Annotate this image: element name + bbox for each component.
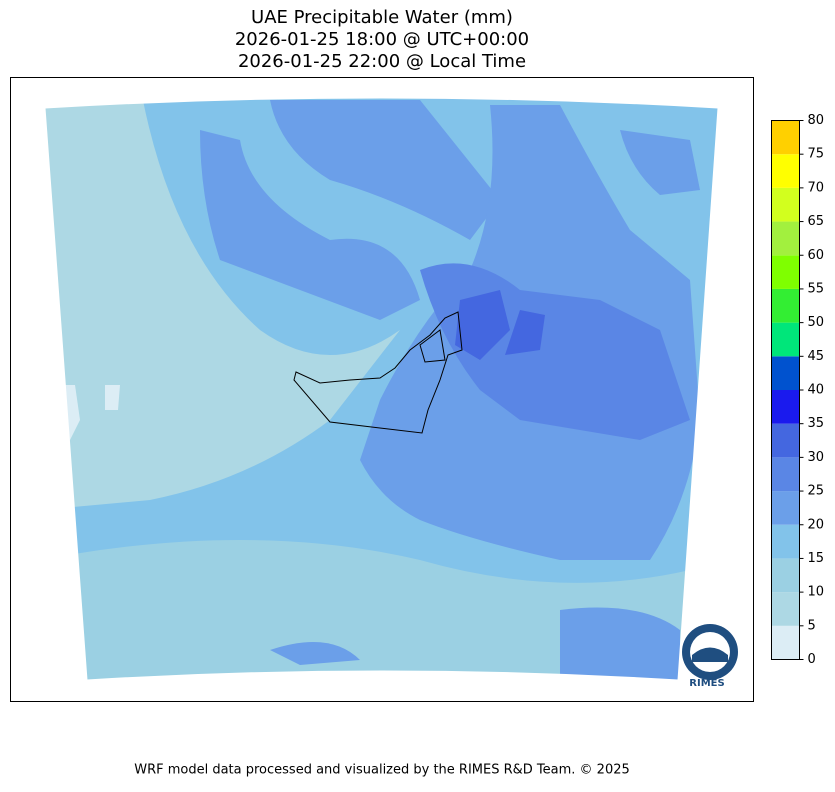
colorbar-tick-label: 50	[808, 315, 825, 330]
colorbar-bin	[771, 524, 800, 559]
colorbar-bin	[771, 423, 800, 458]
logo: RIMES	[682, 624, 738, 689]
colorbar-tick-label: 55	[808, 281, 825, 296]
title-line: UAE Precipitable Water (mm)	[251, 7, 513, 28]
colorbar-frame	[771, 120, 800, 660]
colorbar-tick-label: 60	[808, 248, 825, 263]
footer: WRF model data processed and visualized …	[134, 763, 630, 778]
colorbar-tick-label: 5	[808, 618, 816, 633]
colorbar-tick-label: 70	[808, 180, 825, 195]
colorbar-bin	[771, 356, 800, 390]
colorbar-bin	[771, 322, 800, 357]
map-field	[45, 98, 718, 680]
colorbar-tick-label: 15	[808, 551, 825, 566]
colorbar-bin	[771, 625, 800, 660]
title-line: 2026-01-25 22:00 @ Local Time	[238, 51, 526, 72]
logo-text: RIMES	[689, 678, 724, 689]
colorbar-bin	[771, 390, 800, 424]
colorbar-tick-label: 0	[808, 652, 816, 667]
colorbar-bin	[771, 187, 800, 222]
colorbar-tick-label: 30	[808, 450, 825, 465]
colorbar-bin	[771, 491, 800, 525]
colorbar-tick-label: 25	[808, 484, 825, 499]
colorbar-bin	[771, 255, 800, 289]
colorbar-tick-label: 20	[808, 517, 825, 532]
colorbar-tick-label: 80	[808, 113, 825, 128]
colorbar-tick-label: 40	[808, 383, 825, 398]
colorbar-bin	[771, 120, 800, 155]
colorbar: 0 5 10 15 20 25 30 35 40 45 50 55 60 65 70 75 80	[771, 113, 825, 667]
colorbar-bin	[771, 592, 800, 626]
colorbar-tick-label: 75	[808, 147, 825, 162]
country-boundary	[293, 311, 463, 434]
colorbar-tick-label: 45	[808, 349, 825, 364]
colorbar-bin	[771, 221, 800, 256]
map-edge	[44, 97, 719, 681]
colorbar-tick-label: 35	[808, 416, 825, 431]
colorbar-bin	[771, 457, 800, 492]
title-line: 2026-01-25 18:00 @ UTC+00:00	[235, 29, 529, 50]
colorbar-bin	[771, 288, 800, 323]
colorbar-tick-label: 65	[808, 214, 825, 229]
colorbar-bin	[771, 154, 800, 188]
colorbar-tick-label: 10	[808, 585, 825, 600]
colorbar-bin	[771, 558, 800, 593]
